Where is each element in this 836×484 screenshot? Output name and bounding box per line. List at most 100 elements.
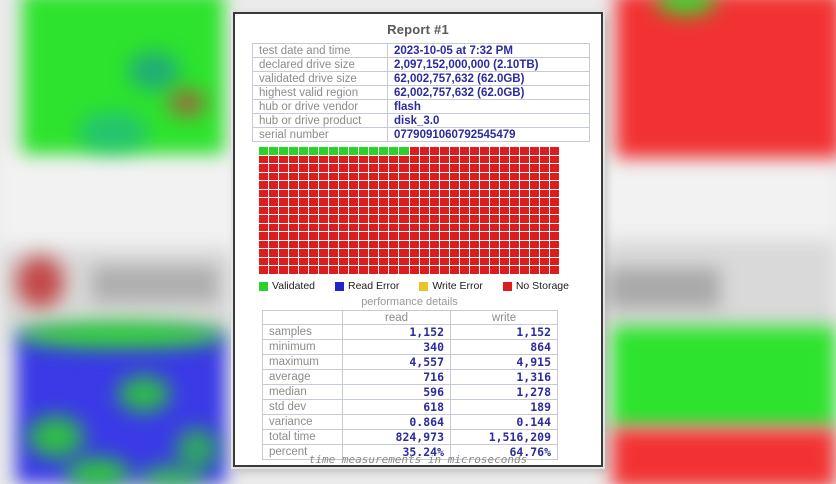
block-cell-no-storage (409, 257, 419, 266)
performance-write-value: 1,516,209 (450, 429, 558, 445)
block-cell-no-storage (509, 172, 519, 181)
block-cell-no-storage (489, 189, 499, 198)
block-cell-no-storage (339, 172, 349, 181)
block-cell-no-storage (279, 164, 289, 172)
block-cell-no-storage (289, 155, 299, 164)
performance-metric-label: maximum (262, 354, 343, 370)
block-cell-no-storage (429, 257, 439, 266)
block-cell-no-storage (319, 189, 329, 198)
block-cell-no-storage (259, 164, 269, 172)
block-cell-no-storage (359, 206, 369, 215)
block-cell-no-storage (549, 249, 559, 257)
performance-row: maximum 4,557 4,915 (262, 354, 558, 370)
block-cell-no-storage (399, 257, 409, 266)
block-cell-no-storage (429, 206, 439, 215)
block-cell-no-storage (409, 181, 419, 189)
block-cell-no-storage (269, 172, 279, 181)
time-units-footnote: time measurements in microseconds (308, 453, 528, 466)
block-cell-no-storage (379, 155, 389, 164)
block-cell-no-storage (409, 164, 419, 172)
block-cell-no-storage (419, 172, 429, 181)
block-cell-no-storage (439, 223, 449, 232)
block-cell-no-storage (389, 172, 399, 181)
block-cell-no-storage (379, 172, 389, 181)
block-cell-no-storage (429, 198, 439, 206)
block-cell-no-storage (319, 172, 329, 181)
block-cell-no-storage (439, 172, 449, 181)
block-cell-no-storage (419, 206, 429, 215)
performance-write-value: 1,316 (450, 369, 558, 385)
performance-table-body: samples 1,152 1,152 minimum 340 864 maximum 4,5… (262, 324, 558, 460)
block-cell-no-storage (299, 240, 309, 249)
block-cell-validated (379, 147, 389, 155)
block-cell-no-storage (339, 223, 349, 232)
performance-header-write: write (450, 310, 558, 325)
block-cell-no-storage (309, 249, 319, 257)
block-cell-no-storage (369, 206, 379, 215)
block-cell-no-storage (319, 155, 329, 164)
block-cell-no-storage (279, 181, 289, 189)
block-cell-no-storage (509, 181, 519, 189)
block-cell-no-storage (439, 257, 449, 266)
block-cell-no-storage (479, 198, 489, 206)
info-label: hub or drive product (252, 113, 388, 128)
info-value: flash (387, 99, 590, 114)
info-value: disk_3.0 (387, 113, 590, 128)
block-cell-no-storage (539, 232, 549, 240)
block-cell-no-storage (429, 240, 439, 249)
block-cell-no-storage (419, 257, 429, 266)
block-cell-validated (349, 147, 359, 155)
block-cell-no-storage (399, 164, 409, 172)
block-cell-no-storage (449, 198, 459, 206)
block-cell-no-storage (499, 172, 509, 181)
block-cell-no-storage (499, 215, 509, 223)
block-cell-no-storage (439, 147, 449, 155)
block-cell-no-storage (439, 206, 449, 215)
block-cell-no-storage (429, 164, 439, 172)
block-cell-no-storage (459, 164, 469, 172)
block-cell-no-storage (269, 164, 279, 172)
block-cell-no-storage (549, 172, 559, 181)
block-cell-no-storage (349, 189, 359, 198)
block-cell-no-storage (399, 266, 409, 274)
block-cell-no-storage (529, 181, 539, 189)
block-cell-no-storage (299, 172, 309, 181)
performance-metric-label: percent (262, 444, 343, 460)
block-cell-no-storage (389, 249, 399, 257)
block-cell-no-storage (329, 215, 339, 223)
block-cell-no-storage (339, 181, 349, 189)
block-cell-no-storage (519, 240, 529, 249)
block-cell-no-storage (289, 240, 299, 249)
block-cell-no-storage (429, 155, 439, 164)
block-cell-no-storage (479, 215, 489, 223)
block-cell-no-storage (319, 249, 329, 257)
block-cell-no-storage (369, 198, 379, 206)
performance-write-value: 189 (450, 399, 558, 415)
block-cell-validated (399, 147, 409, 155)
block-cell-no-storage (389, 215, 399, 223)
block-cell-no-storage (279, 189, 289, 198)
performance-metric-label: std dev (262, 399, 343, 415)
report-title: Report #1 (387, 22, 449, 37)
block-cell-no-storage (459, 181, 469, 189)
block-cell-no-storage (349, 164, 359, 172)
block-cell-no-storage (339, 189, 349, 198)
block-cell-no-storage (389, 240, 399, 249)
block-cell-no-storage (319, 198, 329, 206)
block-cell-no-storage (259, 249, 269, 257)
block-cell-no-storage (329, 206, 339, 215)
block-cell-no-storage (299, 257, 309, 266)
block-cell-no-storage (289, 232, 299, 240)
report-window: Report #1 test date and time 2023-10-05 a… (233, 12, 603, 467)
background-smudge (140, 466, 204, 484)
block-cell-no-storage (329, 266, 339, 274)
block-cell-no-storage (459, 206, 469, 215)
block-cell-no-storage (469, 223, 479, 232)
block-cell-validated (289, 147, 299, 155)
block-cell-no-storage (269, 240, 279, 249)
block-cell-no-storage (309, 240, 319, 249)
block-cell-no-storage (409, 198, 419, 206)
block-cell-no-storage (299, 198, 309, 206)
block-cell-no-storage (459, 249, 469, 257)
